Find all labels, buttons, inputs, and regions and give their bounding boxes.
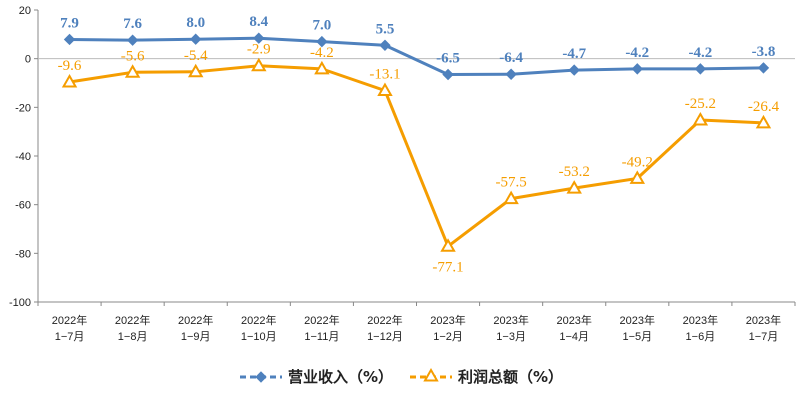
profit-data-label: -5.6 [121,48,145,64]
revenue-data-label: 7.6 [123,16,142,32]
x-tick-label: 2022年 [52,313,87,327]
profit-point [629,170,646,184]
x-tick-label: 1−6月 [686,331,716,343]
y-tick-label: -20 [15,102,31,114]
x-tick-label: 1−7月 [55,331,85,343]
y-tick-label: 20 [19,5,31,17]
revenue-point [568,64,580,76]
x-tick-label: 2023年 [746,313,781,327]
axes: 20 0 -20 -40 -60 -80 -100 2022年 1−7月 2022年 1−8月 202… [9,5,796,343]
x-tick-label: 2023年 [430,313,465,327]
profit-data-label: -9.6 [58,58,82,74]
x-tick-label: 1−10月 [241,331,277,343]
profit-point [251,57,267,72]
x-tick-label: 1−8月 [118,331,148,343]
profit-point [314,60,330,75]
x-tick-label: 1−11月 [304,331,339,343]
revenue-point [190,33,202,45]
revenue-point [126,34,139,46]
profit-point [566,180,582,194]
revenue-data-label: 5.5 [376,21,395,37]
legend-profit-label: 利润总额（%） [458,368,563,386]
profit-point [440,238,456,252]
series-layer [61,32,772,252]
profit-point [61,74,78,88]
x-tick-label: 2023年 [493,313,528,327]
profit-data-label: -2.9 [247,42,271,58]
revenue-point [505,68,517,80]
x-tick-label: 2022年 [178,313,213,327]
y-tick-label: -100 [9,297,31,309]
x-tick-label: 2022年 [115,313,150,327]
x-tick-label: 2023年 [620,313,655,327]
y-tick-label: -40 [15,151,31,163]
revenue-data-label: -6.5 [436,50,460,66]
revenue-point [631,63,643,75]
x-tick-label: 1−5月 [622,331,652,343]
y-tick-label: -60 [15,200,31,212]
legend-revenue-marker [255,371,267,383]
revenue-point [316,35,328,48]
y-tick-label: -80 [15,248,31,260]
revenue-point [694,63,707,75]
x-tick-label: 1−12月 [367,331,403,343]
profit-data-label: -13.1 [369,67,400,83]
profit-point [755,114,772,129]
revenue-data-label: -3.8 [752,44,776,60]
revenue-data-label: 8.0 [186,15,205,31]
revenue-point [63,33,76,46]
revenue-data-label: -6.4 [499,50,523,66]
x-tick-label: 2022年 [241,313,276,327]
x-tick-label: 1−7月 [749,331,779,343]
profit-data-label: -25.2 [685,96,716,112]
data-labels-layer: 7.9 7.6 8.0 8.4 7.0 5.5 -6.5 -6.4 -4.7 -4.2 -4.2 -3… [58,14,780,275]
profit-data-label: -57.5 [496,175,527,191]
x-tick-label: 2023年 [683,313,718,327]
profit-data-label: -49.2 [622,154,653,170]
revenue-point [253,32,265,44]
revenue-point [442,68,454,81]
x-tick-label: 1−3月 [496,331,526,343]
profit-line [69,64,764,248]
x-tick-label: 1−2月 [433,331,463,343]
x-tick-label: 1−9月 [181,331,211,343]
x-tick-label: 2023年 [556,313,591,327]
profit-data-label: -4.2 [310,45,334,61]
revenue-point [757,62,770,74]
profit-data-label: -77.1 [432,259,463,275]
profit-point [503,190,519,205]
profit-data-label: -26.4 [748,99,780,115]
revenue-data-label: -4.7 [562,46,586,62]
revenue-line [69,36,764,76]
revenue-data-label: -4.2 [689,45,713,61]
revenue-data-label: 8.4 [249,14,268,30]
profit-point [377,82,393,97]
revenue-data-label: -4.2 [625,45,649,61]
profit-point [187,63,204,78]
revenue-data-label: 7.0 [313,18,332,34]
x-tick-label: 2022年 [367,313,402,327]
x-tick-label: 1−4月 [559,331,589,343]
revenue-point [379,39,391,51]
revenue-data-label: 7.9 [60,15,79,31]
profit-data-label: -5.4 [184,48,208,64]
profit-data-label: -53.2 [559,164,590,180]
x-tick-label: 2022年 [304,313,339,327]
legend: 营业收入（%） 利润总额（%） [240,367,563,386]
legend-profit-marker [423,367,439,382]
y-tick-label: 0 [25,54,31,66]
profit-point [692,111,709,126]
profit-point [124,64,141,78]
legend-revenue-label: 营业收入（%） [288,368,393,386]
